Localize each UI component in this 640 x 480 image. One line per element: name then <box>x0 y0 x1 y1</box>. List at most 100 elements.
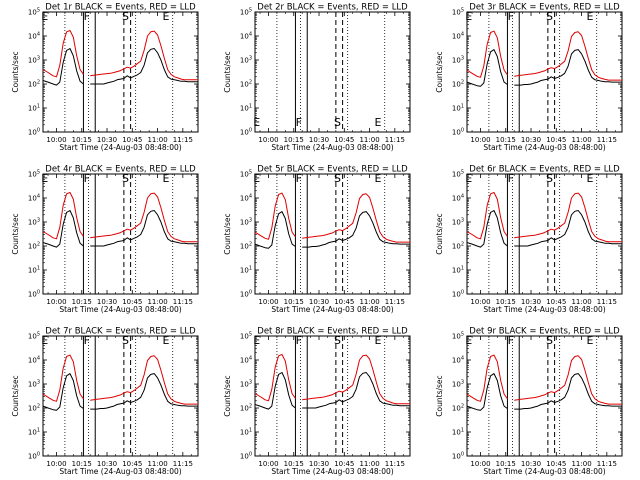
y-tick-label: 103 <box>452 380 464 389</box>
y-tick-label: 100 <box>452 128 464 137</box>
marker-letter: E <box>587 334 594 347</box>
panel-title: Det 6r BLACK = Events, RED = LLD <box>469 165 620 175</box>
plot-frame <box>254 11 411 133</box>
y-tick-label: 103 <box>452 56 464 65</box>
x-tick-label: 10:30 <box>521 298 541 306</box>
y-tick-label: 102 <box>452 242 464 251</box>
panel-title: Det 1r BLACK = Events, RED = LLD <box>45 3 196 13</box>
y-tick-label: 100 <box>28 452 40 461</box>
y-tick-label: 102 <box>28 242 40 251</box>
y-tick-label: 104 <box>240 194 252 203</box>
x-tick-label: 10:45 <box>546 298 566 306</box>
x-tick-label: 11:15 <box>597 298 617 306</box>
x-tick-label: 10:15 <box>284 298 304 306</box>
panel-det-3: Det 3r BLACK = Events, RED = LLD 100 101 10… <box>435 3 623 152</box>
x-axis-label: Start Time (24-Aug-03 08:48:00) <box>271 143 393 152</box>
marker-letter: E <box>375 334 382 347</box>
marker-letter: S <box>334 334 341 347</box>
panel-title: Det 8r BLACK = Events, RED = LLD <box>257 327 408 337</box>
y-tick-label: 102 <box>452 404 464 413</box>
marker-letter: E <box>253 334 260 347</box>
panel-title: Det 2r BLACK = Events, RED = LLD <box>257 3 408 13</box>
marker-letter: E <box>41 10 48 23</box>
plot-frame <box>466 173 623 295</box>
plot-frame <box>42 173 199 295</box>
panel-title: Det 4r BLACK = Events, RED = LLD <box>45 165 196 175</box>
panel-det-8: Det 8r BLACK = Events, RED = LLD 100 101 10… <box>223 327 411 476</box>
marker-letter: E <box>465 334 472 347</box>
lld-series-line <box>254 354 410 405</box>
panel-det-2: Det 2r BLACK = Events, RED = LLD 100 101 10… <box>223 3 411 152</box>
events-series-line <box>254 211 410 249</box>
y-tick-label: 103 <box>28 56 40 65</box>
y-tick-label: 105 <box>452 170 464 179</box>
marker-letter: F <box>84 10 90 23</box>
events-series-line <box>254 372 410 410</box>
y-tick-label: 103 <box>28 218 40 227</box>
x-tick-label: 11:15 <box>385 136 405 144</box>
marker-letter: F <box>84 334 90 347</box>
y-tick-label: 105 <box>452 8 464 17</box>
plot-frame <box>42 335 199 457</box>
y-tick-label: 105 <box>240 8 252 17</box>
x-tick-label: 11:15 <box>385 460 405 468</box>
y-tick-label: 100 <box>452 452 464 461</box>
x-tick-label: 11:00 <box>571 460 591 468</box>
y-tick-label: 105 <box>240 332 252 341</box>
marker-letter: S <box>546 172 553 185</box>
y-tick-label: 100 <box>240 128 252 137</box>
lld-series-line <box>254 192 410 243</box>
x-tick-label: 11:15 <box>173 460 193 468</box>
x-tick-label: 10:30 <box>309 298 329 306</box>
y-axis-label: Counts/sec <box>223 213 232 254</box>
marker-letter: F <box>296 116 302 129</box>
y-tick-label: 104 <box>28 356 40 365</box>
x-tick-label: 10:30 <box>97 460 117 468</box>
panel-title: Det 3r BLACK = Events, RED = LLD <box>469 3 620 13</box>
panel-det-7: Det 7r BLACK = Events, RED = LLD 100 101 10… <box>11 327 199 476</box>
x-tick-label: 10:00 <box>46 136 66 144</box>
y-tick-label: 104 <box>452 356 464 365</box>
y-tick-label: 104 <box>240 32 252 41</box>
y-tick-label: 105 <box>28 170 40 179</box>
marker-letter: E <box>375 116 382 129</box>
y-tick-label: 100 <box>28 290 40 299</box>
y-tick-label: 102 <box>452 80 464 89</box>
marker-letter: F <box>508 10 514 23</box>
marker-letter: F <box>508 172 514 185</box>
y-tick-label: 104 <box>240 356 252 365</box>
events-series-line <box>466 210 622 248</box>
panel-det-1: Det 1r BLACK = Events, RED = LLD 100 101 10… <box>11 3 199 152</box>
x-tick-label: 10:30 <box>521 460 541 468</box>
marker-letter: E <box>163 334 170 347</box>
lld-series-line <box>42 354 198 405</box>
marker-letter: F <box>84 172 90 185</box>
x-axis-label: Start Time (24-Aug-03 08:48:00) <box>483 467 605 476</box>
y-axis-label: Counts/sec <box>223 375 232 416</box>
x-tick-label: 11:00 <box>571 136 591 144</box>
x-tick-label: 10:45 <box>122 298 142 306</box>
x-tick-label: 11:15 <box>385 298 405 306</box>
x-axis-label: Start Time (24-Aug-03 08:48:00) <box>59 305 181 314</box>
x-tick-label: 10:15 <box>284 136 304 144</box>
y-tick-label: 103 <box>28 380 40 389</box>
panel-det-5: Det 5r BLACK = Events, RED = LLD 100 101 10… <box>223 165 411 314</box>
marker-letter: E <box>587 172 594 185</box>
y-tick-label: 103 <box>240 380 252 389</box>
x-axis-label: Start Time (24-Aug-03 08:48:00) <box>59 467 181 476</box>
marker-letter: F <box>296 172 302 185</box>
plot-frame <box>42 11 199 133</box>
marker-letter: E <box>253 116 260 129</box>
x-tick-label: 11:00 <box>359 136 379 144</box>
marker-letter: E <box>41 334 48 347</box>
events-series-line <box>42 48 198 86</box>
x-tick-label: 10:45 <box>546 460 566 468</box>
x-tick-label: 11:15 <box>597 460 617 468</box>
y-tick-label: 102 <box>28 404 40 413</box>
marker-letter: E <box>41 172 48 185</box>
x-axis-label: Start Time (24-Aug-03 08:48:00) <box>271 467 393 476</box>
x-axis-label: Start Time (24-Aug-03 08:48:00) <box>483 305 605 314</box>
y-tick-label: 105 <box>28 8 40 17</box>
x-tick-label: 10:00 <box>470 136 490 144</box>
x-tick-label: 10:15 <box>496 460 516 468</box>
